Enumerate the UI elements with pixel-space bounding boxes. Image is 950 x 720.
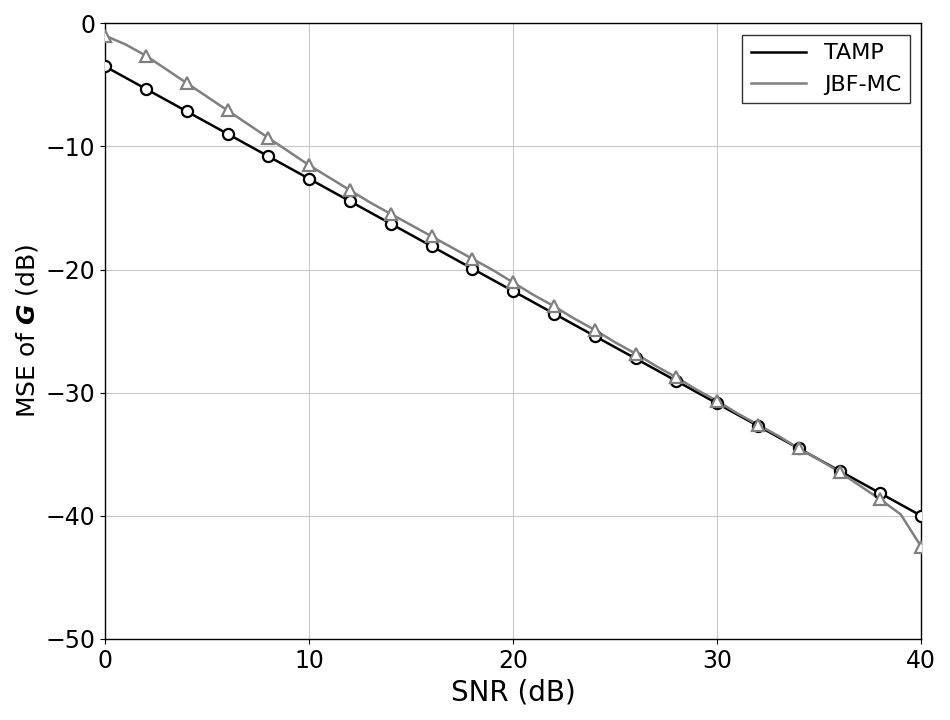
Line: JBF-MC: JBF-MC (105, 36, 922, 546)
JBF-MC (834, 468, 846, 477)
JBF-MC (446, 243, 458, 252)
TAMP (813, 455, 825, 464)
TAMP (772, 433, 784, 441)
TAMP (610, 343, 621, 351)
TAMP (569, 320, 580, 329)
TAMP (181, 107, 193, 116)
TAMP (671, 377, 682, 385)
TAMP (834, 467, 846, 475)
JBF-MC (528, 291, 540, 300)
TAMP (895, 500, 906, 509)
JBF-MC (671, 373, 682, 382)
JBF-MC (222, 106, 234, 114)
TAMP (324, 186, 335, 194)
TAMP (283, 163, 294, 172)
JBF-MC (650, 361, 661, 370)
TAMP (854, 478, 865, 487)
JBF-MC (141, 51, 152, 60)
TAMP (589, 332, 600, 341)
Y-axis label: MSE of $\boldsymbol{G}$ (dB): MSE of $\boldsymbol{G}$ (dB) (14, 244, 40, 418)
JBF-MC (242, 120, 254, 128)
TAMP (344, 197, 355, 206)
TAMP (630, 354, 641, 363)
TAMP (365, 208, 376, 217)
JBF-MC (426, 232, 437, 240)
TAMP (507, 287, 519, 295)
JBF-MC (406, 221, 417, 230)
JBF-MC (548, 302, 560, 310)
JBF-MC (895, 510, 906, 518)
JBF-MC (772, 431, 784, 440)
TAMP (650, 366, 661, 374)
JBF-MC (303, 161, 314, 170)
TAMP (406, 230, 417, 239)
TAMP (242, 141, 254, 150)
JBF-MC (283, 147, 294, 156)
TAMP (875, 489, 886, 498)
JBF-MC (854, 482, 865, 490)
TAMP (222, 130, 234, 138)
JBF-MC (691, 385, 702, 394)
TAMP (120, 73, 131, 82)
TAMP (793, 444, 805, 453)
JBF-MC (385, 210, 396, 218)
JBF-MC (161, 65, 172, 73)
TAMP (262, 152, 274, 161)
JBF-MC (875, 495, 886, 504)
JBF-MC (120, 40, 131, 49)
JBF-MC (793, 444, 805, 453)
JBF-MC (507, 278, 519, 287)
X-axis label: SNR (dB): SNR (dB) (450, 678, 576, 706)
TAMP (752, 422, 764, 431)
TAMP (100, 62, 111, 71)
JBF-MC (466, 254, 478, 263)
TAMP (385, 220, 396, 228)
TAMP (426, 242, 437, 251)
TAMP (732, 410, 743, 419)
JBF-MC (589, 325, 600, 334)
TAMP (712, 399, 723, 408)
JBF-MC (569, 315, 580, 323)
TAMP (466, 264, 478, 273)
JBF-MC (712, 397, 723, 405)
JBF-MC (487, 266, 499, 274)
TAMP (487, 276, 499, 284)
TAMP (691, 388, 702, 397)
JBF-MC (813, 455, 825, 464)
TAMP (201, 118, 213, 127)
JBF-MC (201, 92, 213, 101)
TAMP (161, 96, 172, 104)
JBF-MC (344, 186, 355, 194)
JBF-MC (365, 198, 376, 207)
JBF-MC (916, 542, 927, 551)
JBF-MC (262, 133, 274, 142)
TAMP (141, 85, 152, 94)
JBF-MC (324, 174, 335, 182)
TAMP (528, 298, 540, 307)
TAMP (548, 310, 560, 318)
JBF-MC (752, 420, 764, 429)
JBF-MC (610, 338, 621, 346)
Legend: TAMP, JBF-MC: TAMP, JBF-MC (742, 35, 910, 104)
TAMP (303, 174, 314, 183)
JBF-MC (732, 409, 743, 418)
TAMP (916, 511, 927, 520)
JBF-MC (630, 349, 641, 358)
Line: TAMP: TAMP (105, 66, 922, 516)
JBF-MC (100, 32, 111, 40)
JBF-MC (181, 78, 193, 87)
TAMP (446, 253, 458, 262)
